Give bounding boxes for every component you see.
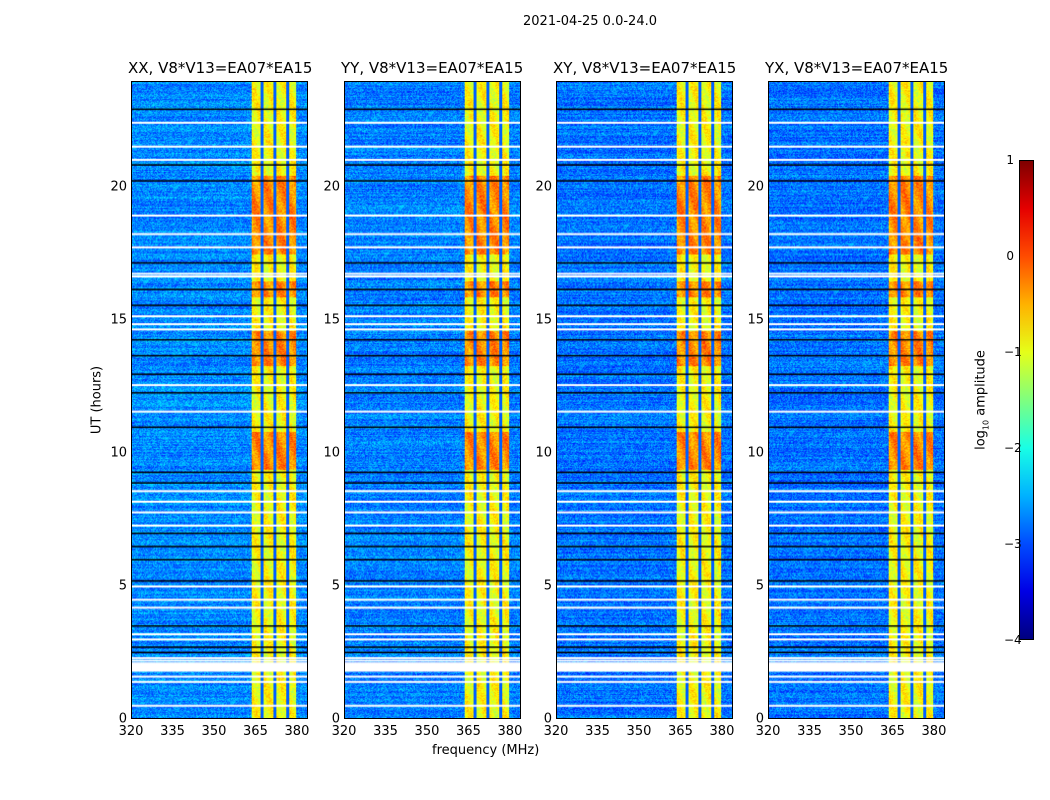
x-tick-label: 365 xyxy=(880,724,905,739)
spectrogram-panel xyxy=(768,81,945,719)
heatmap-image xyxy=(769,82,944,718)
y-tick-label: 5 xyxy=(118,578,127,594)
panel-title: XX, V8*V13=EA07*EA15 xyxy=(128,59,313,77)
y-tick-label: 5 xyxy=(755,578,764,594)
y-axis-label: UT (hours) xyxy=(89,365,105,435)
panel-title: YX, V8*V13=EA07*EA15 xyxy=(765,59,949,77)
x-tick-label: 320 xyxy=(543,724,569,739)
heatmap-image xyxy=(345,82,520,718)
colorbar-tick-label: −4 xyxy=(1004,633,1022,647)
x-tick-label: 365 xyxy=(243,724,268,739)
x-tick-label: 380 xyxy=(497,724,523,739)
y-tick-label: 15 xyxy=(747,312,764,328)
y-tick-label: 20 xyxy=(747,179,764,195)
y-tick-label: 10 xyxy=(110,445,127,461)
y-tick-label: 0 xyxy=(331,711,340,727)
y-tick-label: 10 xyxy=(747,445,764,461)
x-tick-label: 320 xyxy=(331,724,357,739)
x-tick-label: 365 xyxy=(456,724,481,739)
y-tick-label: 20 xyxy=(323,179,340,195)
spectrogram-panel xyxy=(131,81,308,719)
x-tick-label: 335 xyxy=(373,724,398,739)
colorbar xyxy=(1019,160,1034,640)
x-tick-label: 350 xyxy=(838,724,864,739)
y-tick-label: 10 xyxy=(323,445,340,461)
x-tick-label: 320 xyxy=(118,724,144,739)
y-tick-label: 15 xyxy=(535,312,552,328)
y-tick-label: 20 xyxy=(535,179,552,195)
colorbar-tick-label: 0 xyxy=(1006,249,1014,263)
y-tick-label: 0 xyxy=(755,711,764,727)
x-axis-label: frequency (MHz) xyxy=(432,743,540,758)
colorbar-tick-label: −2 xyxy=(1004,441,1022,455)
y-tick-label: 15 xyxy=(110,312,127,328)
x-tick-label: 350 xyxy=(201,724,227,739)
y-tick-label: 20 xyxy=(110,179,127,195)
figure-title: 2021-04-25 0.0-24.0 xyxy=(523,14,657,29)
x-tick-label: 320 xyxy=(755,724,781,739)
y-tick-label: 0 xyxy=(543,711,552,727)
x-tick-label: 380 xyxy=(284,724,310,739)
panel-title: XY, V8*V13=EA07*EA15 xyxy=(553,59,737,77)
x-tick-label: 380 xyxy=(921,724,947,739)
x-tick-label: 335 xyxy=(797,724,822,739)
x-tick-label: 365 xyxy=(668,724,693,739)
x-tick-label: 350 xyxy=(414,724,440,739)
colorbar-tick-label: 1 xyxy=(1006,153,1014,167)
y-tick-label: 0 xyxy=(118,711,127,727)
y-tick-label: 10 xyxy=(535,445,552,461)
x-tick-label: 350 xyxy=(626,724,652,739)
y-tick-label: 5 xyxy=(331,578,340,594)
heatmap-image xyxy=(557,82,732,718)
colorbar-tick-label: −3 xyxy=(1004,537,1022,551)
x-tick-label: 335 xyxy=(160,724,185,739)
spectrogram-panel xyxy=(344,81,521,719)
heatmap-image xyxy=(132,82,307,718)
x-tick-label: 380 xyxy=(709,724,735,739)
colorbar-label: log10 amplitude xyxy=(973,350,991,450)
colorbar-tick-label: −1 xyxy=(1004,345,1022,359)
x-tick-label: 335 xyxy=(585,724,610,739)
spectrogram-panel xyxy=(556,81,733,719)
y-tick-label: 5 xyxy=(543,578,552,594)
panel-title: YY, V8*V13=EA07*EA15 xyxy=(341,59,524,77)
y-tick-label: 15 xyxy=(323,312,340,328)
